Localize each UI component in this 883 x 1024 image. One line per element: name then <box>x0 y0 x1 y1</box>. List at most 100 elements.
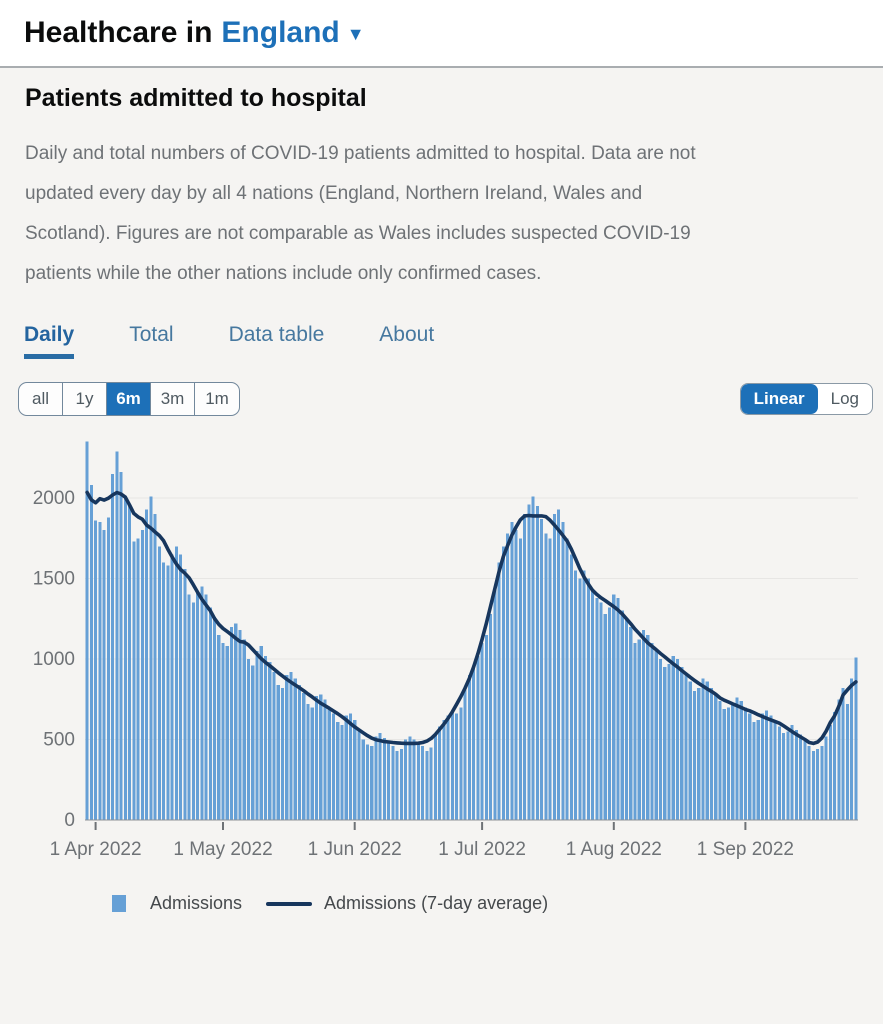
range-button-6m[interactable]: 6m <box>107 383 151 415</box>
tab-daily[interactable]: Daily <box>24 323 75 359</box>
admissions-bar <box>102 530 106 820</box>
admissions-bar <box>472 665 476 820</box>
admissions-bar <box>654 650 658 820</box>
admissions-bar <box>459 707 463 820</box>
admissions-bar <box>272 671 276 820</box>
admissions-bar <box>204 594 208 820</box>
header-divider <box>0 66 883 68</box>
admissions-bar <box>145 509 149 820</box>
admissions-bar <box>569 554 573 820</box>
page-title-prefix: Healthcare in <box>24 16 213 49</box>
admissions-bar <box>544 533 548 820</box>
admissions-bar <box>382 737 386 820</box>
admissions-bar <box>633 642 637 820</box>
admissions-bar <box>370 745 374 820</box>
admissions-bar <box>697 687 701 820</box>
admissions-bar <box>739 700 743 820</box>
admissions-bar <box>646 634 650 820</box>
chart-legend: Admissions Admissions (7-day average) <box>112 893 883 914</box>
admissions-bar <box>442 720 446 820</box>
y-axis-label: 0 <box>64 810 75 831</box>
admissions-bar <box>310 707 314 820</box>
range-button-3m[interactable]: 3m <box>151 383 195 415</box>
admissions-bar <box>658 659 663 820</box>
seven-day-average-line <box>85 490 858 746</box>
admissions-bar <box>624 618 629 820</box>
admissions-bar <box>557 509 561 820</box>
section-title: Patients admitted to hospital <box>25 84 367 112</box>
admissions-bar <box>714 694 718 820</box>
admissions-bar <box>680 667 684 820</box>
page-title: Healthcare in England ▼ <box>24 16 365 50</box>
admissions-bar <box>663 667 667 820</box>
admissions-bar <box>816 749 820 820</box>
range-button-1y[interactable]: 1y <box>63 383 107 415</box>
admissions-bar <box>433 734 437 820</box>
admissions-bar <box>187 594 191 820</box>
admissions-bar <box>675 659 680 820</box>
legend-bar-swatch <box>112 895 126 912</box>
admissions-bar <box>480 642 484 820</box>
admissions-bar <box>811 750 815 820</box>
admissions-bar <box>425 750 429 820</box>
admissions-bar <box>213 617 217 820</box>
admissions-bar <box>514 530 518 820</box>
admissions-bar <box>323 699 327 820</box>
admissions-bar <box>497 562 501 820</box>
y-axis-label: 500 <box>43 730 75 751</box>
admissions-bar <box>688 681 692 820</box>
admissions-bar <box>157 546 161 820</box>
admissions-bar <box>735 697 739 820</box>
admissions-bar <box>616 597 620 820</box>
admissions-bar <box>773 720 777 820</box>
scale-button-linear[interactable]: Linear <box>740 384 818 414</box>
x-axis-label: 1 Jul 2022 <box>438 839 526 860</box>
admissions-bar <box>387 741 391 820</box>
range-button-1m[interactable]: 1m <box>205 389 229 408</box>
range-button-all[interactable]: all <box>19 383 63 415</box>
x-axis-label: 1 Aug 2022 <box>566 839 662 860</box>
admissions-bar <box>612 594 616 820</box>
admissions-chart: 0 500 1000 1500 2000 1 Apr 2022 1 May 2022 1 Ju… <box>33 441 858 860</box>
admissions-bar <box>599 602 603 820</box>
admissions-bar <box>421 745 425 820</box>
admissions-bar <box>807 745 811 820</box>
admissions-bar <box>297 684 302 820</box>
admissions-bar <box>170 554 174 820</box>
admissions-bar <box>259 646 263 820</box>
admissions-bar <box>782 733 786 820</box>
y-axis-label: 1000 <box>33 649 75 670</box>
admissions-bar <box>412 739 416 820</box>
admissions-bar <box>438 726 442 820</box>
tab-total[interactable]: Total <box>129 323 174 346</box>
admissions-bar <box>718 700 722 820</box>
admissions-bar <box>463 687 467 820</box>
admissions-bar <box>183 568 187 820</box>
tab-about[interactable]: About <box>379 323 435 346</box>
admissions-bar <box>582 570 586 820</box>
admissions-bar <box>535 506 539 820</box>
admissions-bar <box>565 538 569 820</box>
scale-button-log[interactable]: Log <box>830 389 859 408</box>
time-range-group: all 1y 6m 3m 1m <box>18 382 240 416</box>
admissions-bar <box>229 626 234 820</box>
admissions-bar <box>306 704 310 820</box>
admissions-bar <box>637 639 641 820</box>
admissions-bar <box>527 504 531 820</box>
admissions-bar <box>149 496 153 820</box>
admissions-bar <box>591 589 595 820</box>
admissions-bar <box>790 725 794 820</box>
admissions-bar <box>166 565 170 820</box>
admissions-bar <box>765 710 769 820</box>
admissions-bar <box>111 473 115 820</box>
admissions-bar <box>620 610 624 820</box>
admissions-bar <box>518 538 522 820</box>
y-axis-label: 2000 <box>33 488 75 509</box>
admissions-bar <box>348 713 353 820</box>
admissions-bar <box>845 704 849 820</box>
admissions-bar <box>98 522 102 820</box>
admissions-bar <box>336 721 340 820</box>
region-selector[interactable]: England ▼ <box>221 16 364 49</box>
tab-data-table[interactable]: Data table <box>228 323 325 346</box>
admissions-bar <box>722 708 726 820</box>
